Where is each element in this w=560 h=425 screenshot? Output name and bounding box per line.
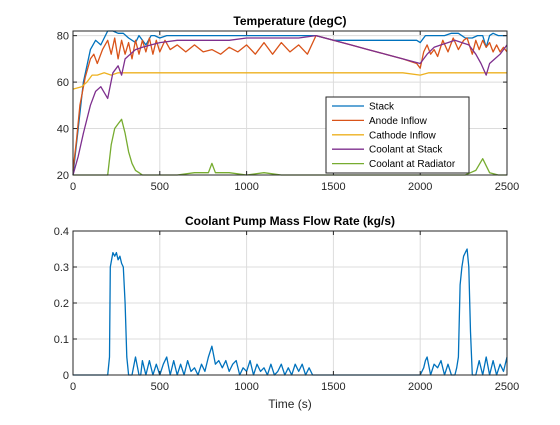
legend-entry-coolant-at-radiator: Coolant at Radiator — [369, 159, 456, 170]
flow-rate-plot-x-axis-label: Time (s) — [268, 397, 312, 411]
x-tick-label: 2000 — [408, 181, 432, 193]
series-line-cathode-inflow — [72, 72, 507, 90]
x-tick-label: 500 — [151, 181, 169, 193]
x-tick-label: 2500 — [495, 181, 519, 193]
legend-entry-coolant-at-stack: Coolant at Stack — [369, 145, 443, 156]
x-tick-label: 2500 — [495, 381, 519, 393]
flow-rate-plot-grid — [73, 231, 507, 375]
x-tick-label: 1000 — [234, 381, 258, 393]
y-tick-label: 20 — [57, 170, 69, 182]
series-line-anode-inflow — [72, 34, 508, 171]
x-tick-label: 1000 — [234, 181, 258, 193]
x-tick-label: 0 — [70, 381, 76, 393]
legend-entry-cathode-inflow: Cathode Inflow — [369, 130, 436, 141]
x-tick-label: 1500 — [321, 181, 345, 193]
x-tick-label: 500 — [151, 381, 169, 393]
legend-entry-anode-inflow: Anode Inflow — [369, 116, 428, 127]
y-tick-label: 0.1 — [54, 334, 69, 346]
flow-rate-plot-title: Coolant Pump Mass Flow Rate (kg/s) — [185, 214, 395, 228]
series-line-coolant-at-stack — [72, 34, 508, 176]
temperature-plot-legend: Stack Anode Inflow Cathode Inflow Coolant a… — [325, 96, 470, 174]
series-line-stack — [72, 30, 507, 176]
temperature-plot-frame — [72, 30, 508, 176]
y-tick-label: 0.4 — [54, 226, 69, 238]
flow-rate-plot-ticks: 0 500 1000 1500 2000 2500 0 0.1 0.2 0.3 0.4 — [54, 226, 520, 393]
flow-rate-plot: 0 500 1000 1500 2000 2500 0 0.1 0.2 0.3 0.4 Coolan… — [54, 214, 520, 411]
temperature-plot-ticks: 0 500 1000 1500 2000 2500 20 40 60 80 — [57, 31, 519, 193]
x-tick-label: 0 — [70, 181, 76, 193]
x-tick-label: 2000 — [408, 381, 432, 393]
legend-entry-stack: Stack — [369, 102, 395, 113]
temperature-plot-title: Temperature (degC) — [233, 14, 346, 28]
temperature-plot: 0 500 1000 1500 2000 2500 20 40 60 80 Temperature… — [57, 14, 519, 193]
y-tick-label: 80 — [57, 31, 69, 43]
y-tick-label: 60 — [57, 77, 69, 89]
y-tick-label: 0 — [63, 370, 69, 382]
x-tick-label: 1500 — [321, 381, 345, 393]
y-tick-label: 40 — [57, 124, 69, 136]
y-tick-label: 0.3 — [54, 262, 69, 274]
y-tick-label: 0.2 — [54, 298, 69, 310]
